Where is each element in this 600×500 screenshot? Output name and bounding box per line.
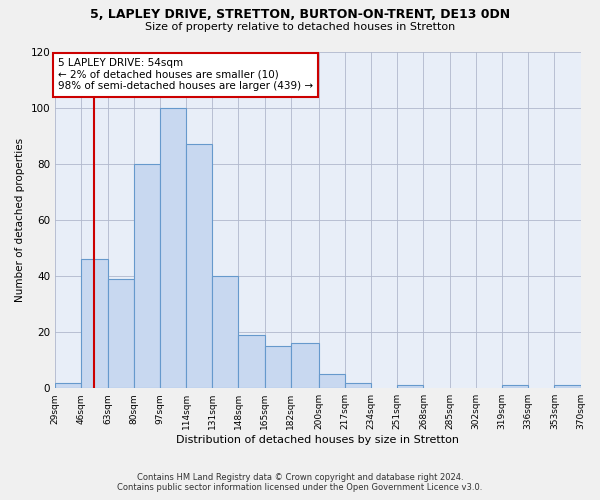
Text: 5 LAPLEY DRIVE: 54sqm
← 2% of detached houses are smaller (10)
98% of semi-detac: 5 LAPLEY DRIVE: 54sqm ← 2% of detached h… (58, 58, 313, 92)
Bar (319, 374, 345, 388)
Text: Contains HM Land Registry data © Crown copyright and database right 2024.
Contai: Contains HM Land Registry data © Crown c… (118, 473, 482, 492)
Bar (212, 276, 238, 388)
Bar (554, 386, 581, 388)
Bar (502, 386, 528, 388)
Bar (186, 144, 212, 388)
Bar (134, 164, 160, 388)
Bar (160, 108, 186, 388)
Bar (397, 386, 424, 388)
Bar (107, 279, 134, 388)
Bar (238, 335, 265, 388)
Bar (82, 259, 107, 388)
Text: 5, LAPLEY DRIVE, STRETTON, BURTON-ON-TRENT, DE13 0DN: 5, LAPLEY DRIVE, STRETTON, BURTON-ON-TRE… (90, 8, 510, 20)
Bar (265, 346, 291, 388)
Bar (345, 382, 371, 388)
Y-axis label: Number of detached properties: Number of detached properties (15, 138, 25, 302)
Text: Size of property relative to detached houses in Stretton: Size of property relative to detached ho… (145, 22, 455, 32)
X-axis label: Distribution of detached houses by size in Stretton: Distribution of detached houses by size … (176, 435, 460, 445)
Bar (55, 382, 82, 388)
Bar (291, 344, 319, 388)
